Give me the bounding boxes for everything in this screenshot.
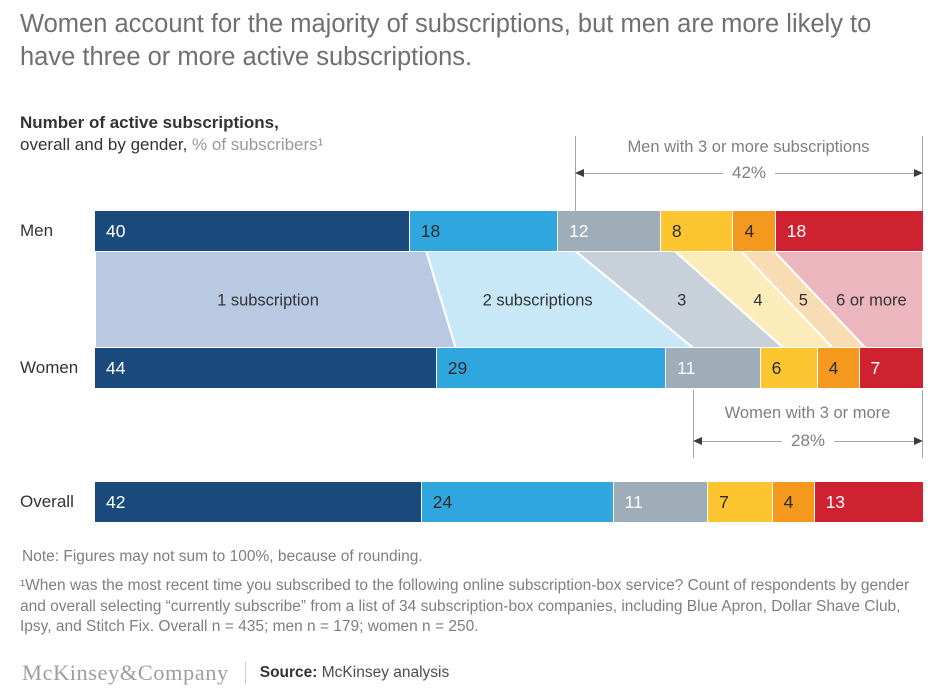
footer-divider xyxy=(244,662,246,684)
bar-value: 44 xyxy=(106,357,126,378)
bar-segment: 42 xyxy=(95,482,421,522)
bar-segment: 24 xyxy=(421,482,613,522)
bar-segment: 11 xyxy=(666,348,760,388)
bar-value: 13 xyxy=(825,491,846,512)
band-category-label: 4 xyxy=(753,292,762,310)
annotation-value: 28% xyxy=(790,431,826,450)
bar-segment: 18 xyxy=(775,211,924,251)
bar-segment: 29 xyxy=(436,348,666,388)
bar-value: 11 xyxy=(624,491,643,512)
bar-value: 18 xyxy=(420,220,441,241)
flow-band: 1 subscription 2 subscriptions 3 4 5 6 or mor… xyxy=(95,251,923,348)
band-category-label: 1 subscription xyxy=(217,292,319,310)
bar-value: 12 xyxy=(569,220,589,241)
band-category-label: 2 subscriptions xyxy=(483,292,593,310)
row-label-women: Women xyxy=(20,358,79,377)
bar-women: 44 29 11 6 4 7 xyxy=(95,348,924,388)
bar-segment: 4 xyxy=(733,211,775,251)
annotation-right-line xyxy=(922,390,923,458)
bar-segment: 8 xyxy=(660,211,733,251)
bar-value: 4 xyxy=(783,491,794,512)
band-category-label: 5 xyxy=(799,292,808,310)
bar-segment: 11 xyxy=(613,482,708,522)
bar-segment: 4 xyxy=(817,348,859,388)
bar-value: 42 xyxy=(106,491,126,512)
bar-segment: 6 xyxy=(760,348,817,388)
subtitle-line2: overall and by gender, xyxy=(20,135,188,154)
bar-value: 24 xyxy=(432,491,453,512)
footnote: ¹When was the most recent time you subsc… xyxy=(20,577,910,635)
subtitle-line1: Number of active subscriptions, xyxy=(20,113,279,132)
bar-value: 11 xyxy=(677,357,696,378)
chart-subtitle: Number of active subscriptions, overall … xyxy=(20,112,323,156)
mckinsey-logo: McKinsey&Company xyxy=(22,660,229,685)
bar-value: 29 xyxy=(447,357,468,378)
annotation-left-line xyxy=(575,136,576,211)
bar-segment: 18 xyxy=(409,211,558,251)
bar-segment: 4 xyxy=(772,482,814,522)
row-label-overall: Overall xyxy=(20,492,74,511)
annotation-left-line xyxy=(693,390,694,458)
bar-value: 40 xyxy=(106,220,126,241)
row-label-men: Men xyxy=(20,221,54,240)
source-label: Source: xyxy=(259,664,318,681)
band-polygon xyxy=(95,251,457,348)
arrow-left-icon xyxy=(575,169,584,177)
annotation-value: 42% xyxy=(731,163,767,182)
bar-value: 4 xyxy=(828,357,839,378)
annotation-label: Women with 3 or more xyxy=(724,404,891,422)
source-value: McKinsey analysis xyxy=(321,664,450,681)
page-footer: McKinsey&Company Source: McKinsey analys… xyxy=(22,660,449,686)
annotation-label: Men with 3 or more subscriptions xyxy=(627,138,870,156)
band-polygon xyxy=(739,251,867,348)
band-polygon xyxy=(673,251,835,348)
annotation-arrow: 42% xyxy=(575,163,923,182)
bar-segment: 13 xyxy=(814,482,924,522)
annotation-arrow: 28% xyxy=(693,431,923,450)
arrow-right-icon xyxy=(914,169,923,177)
bar-segment: 7 xyxy=(708,482,772,522)
page-title: Women account for the majority of subscr… xyxy=(20,10,872,71)
source-line: Source: McKinsey analysis xyxy=(260,664,450,682)
annotation-right-line xyxy=(922,136,923,211)
bar-overall: 42 24 11 7 4 13 xyxy=(95,482,924,522)
bar-segment: 12 xyxy=(558,211,660,251)
bar-value: 6 xyxy=(771,357,782,378)
arrow-left-icon xyxy=(693,437,702,445)
band-polygon xyxy=(573,251,786,348)
bar-value: 8 xyxy=(671,220,682,241)
band-category-label: 3 xyxy=(677,292,686,310)
bar-value: 7 xyxy=(719,491,729,512)
bar-segment: 40 xyxy=(95,211,409,251)
subtitle-unit: % of subscribers¹ xyxy=(187,135,324,154)
band-category-label: 6 or more xyxy=(836,292,907,310)
band-polygon xyxy=(772,251,923,348)
bar-value: 7 xyxy=(870,357,881,378)
bar-segment: 7 xyxy=(859,348,924,388)
bar-segment: 44 xyxy=(95,348,436,388)
band-polygon xyxy=(425,251,696,348)
arrow-right-icon xyxy=(914,437,923,445)
bar-men: 40 18 12 8 4 18 xyxy=(95,211,924,251)
bar-value: 18 xyxy=(786,220,807,241)
bar-value: 4 xyxy=(744,220,755,241)
rounding-note: Note: Figures may not sum to 100%, becau… xyxy=(22,548,423,565)
